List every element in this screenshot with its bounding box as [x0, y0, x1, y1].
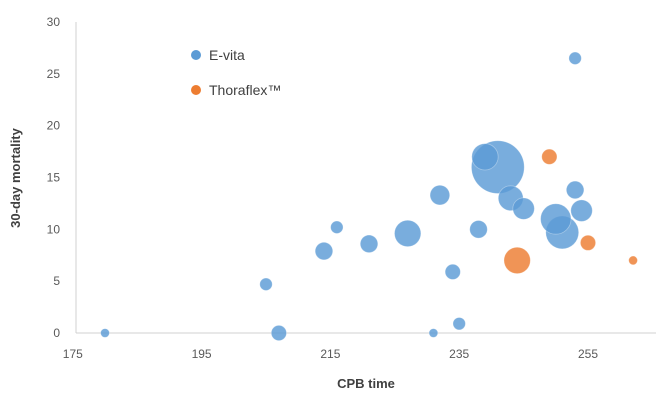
x-tick-label: 255: [578, 347, 598, 361]
legend-marker-thoraflex: [191, 85, 201, 95]
legend-label-e-vita: E-vita: [209, 47, 245, 63]
e-vita-bubble: [444, 263, 461, 280]
e-vita-bubble: [314, 241, 334, 261]
e-vita-bubble: [512, 197, 535, 220]
legend-item-thoraflex: Thoraflex™: [191, 82, 281, 98]
e-vita-bubble: [565, 180, 585, 200]
e-vita-bubble: [429, 184, 451, 206]
x-tick-label: 235: [449, 347, 469, 361]
y-tick-label: 15: [47, 171, 61, 185]
thoraflex-bubble: [628, 255, 638, 266]
plot-area: [100, 51, 638, 342]
e-vita-bubble: [270, 324, 287, 342]
thoraflex-bubble: [503, 246, 531, 275]
x-tick-labels: 175 195 215 235 255: [63, 347, 599, 361]
y-tick-label: 0: [53, 326, 60, 340]
e-vita-bubble: [259, 277, 273, 291]
e-vita-bubble: [471, 143, 499, 171]
thoraflex-bubble: [579, 234, 597, 251]
e-vita-bubble: [570, 199, 593, 222]
x-tick-label: 195: [192, 347, 212, 361]
y-tick-label: 30: [47, 15, 61, 29]
y-tick-labels: 0 5 10 15 20 25 30: [47, 15, 61, 340]
e-vita-bubble: [469, 220, 488, 239]
e-vita-bubble: [100, 328, 110, 338]
legend: E-vita Thoraflex™: [191, 47, 281, 98]
y-axis-title: 30-day mortality: [8, 127, 23, 227]
y-tick-label: 10: [47, 222, 61, 236]
legend-marker-e-vita: [191, 50, 201, 60]
y-tick-label: 20: [47, 119, 61, 133]
legend-label-thoraflex: Thoraflex™: [209, 82, 281, 98]
e-vita-bubble: [540, 203, 572, 235]
e-vita-bubble: [359, 234, 379, 254]
thoraflex-bubble: [541, 148, 558, 165]
y-tick-label: 5: [53, 274, 60, 288]
e-vita-bubble: [568, 51, 582, 65]
e-vita-bubble: [428, 328, 439, 338]
e-vita-bubble: [452, 317, 466, 331]
x-tick-label: 175: [63, 347, 83, 361]
legend-item-e-vita: E-vita: [191, 47, 245, 63]
e-vita-bubble: [394, 219, 422, 248]
x-axis-title: CPB time: [337, 376, 395, 391]
y-tick-label: 25: [47, 67, 61, 81]
e-vita-bubble: [330, 220, 344, 234]
x-tick-label: 215: [320, 347, 340, 361]
